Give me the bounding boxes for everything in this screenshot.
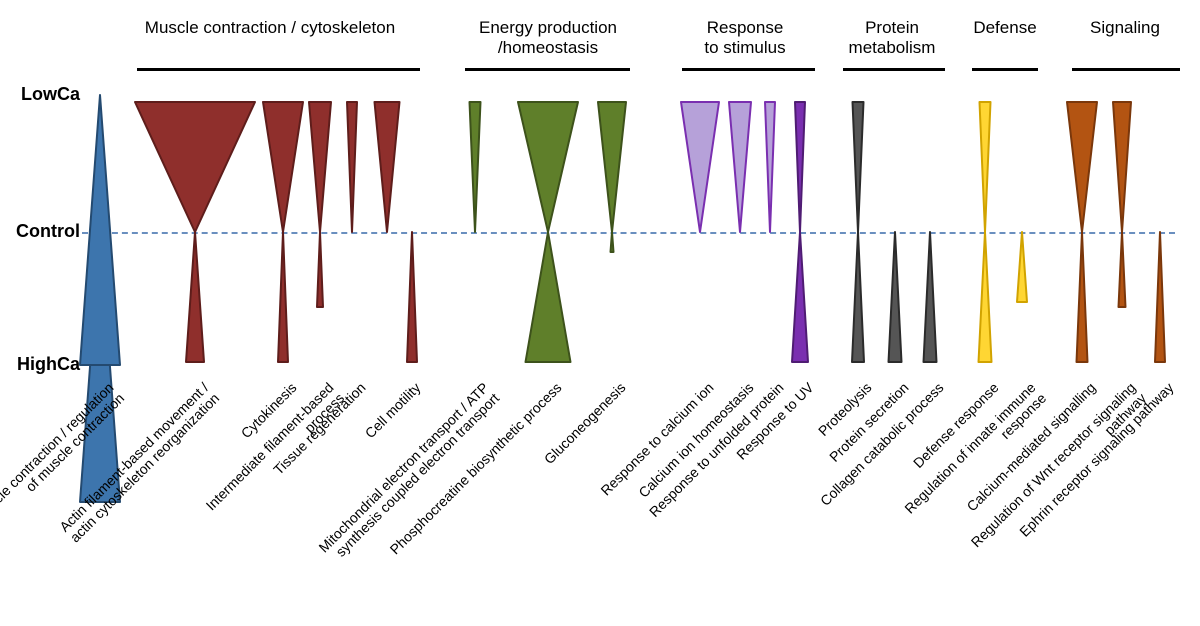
triangle-0-full <box>80 95 120 365</box>
triangle-4-up <box>347 102 357 232</box>
triangle-19-up <box>1067 102 1097 232</box>
triangle-9-up <box>598 102 626 232</box>
triangle-18-down <box>1017 232 1027 302</box>
triangle-21-down <box>1155 232 1165 362</box>
triangle-15-down <box>889 232 902 362</box>
triangle-17-down <box>979 232 992 362</box>
triangle-14-down <box>852 232 864 362</box>
triangle-2-down <box>278 232 288 362</box>
triangle-6-down <box>407 232 417 362</box>
triangle-14-up <box>853 102 864 232</box>
triangle-10-up <box>681 102 719 232</box>
triangle-7-up <box>470 102 481 232</box>
triangle-16-down <box>924 232 937 362</box>
triangle-19-down <box>1077 232 1088 362</box>
triangle-20-down <box>1119 232 1126 307</box>
triangle-5-up <box>375 102 400 232</box>
triangle-20-up <box>1113 102 1131 232</box>
triangle-8-up <box>518 102 578 232</box>
triangle-3-down <box>317 232 323 307</box>
triangle-11-up <box>729 102 751 232</box>
go-enrichment-chart: Muscle contraction / cytoskeletonEnergy … <box>0 0 1200 626</box>
triangle-2-up <box>263 102 303 232</box>
triangle-17-up <box>980 102 991 232</box>
triangle-12-up <box>765 102 775 232</box>
triangle-13-up <box>795 102 805 232</box>
triangle-1-up <box>135 102 255 232</box>
triangle-13-down <box>792 232 808 362</box>
triangle-1-down <box>186 232 204 362</box>
triangle-3-up <box>309 102 331 232</box>
triangle-8-down <box>526 232 571 362</box>
triangle-9-down <box>611 232 614 252</box>
